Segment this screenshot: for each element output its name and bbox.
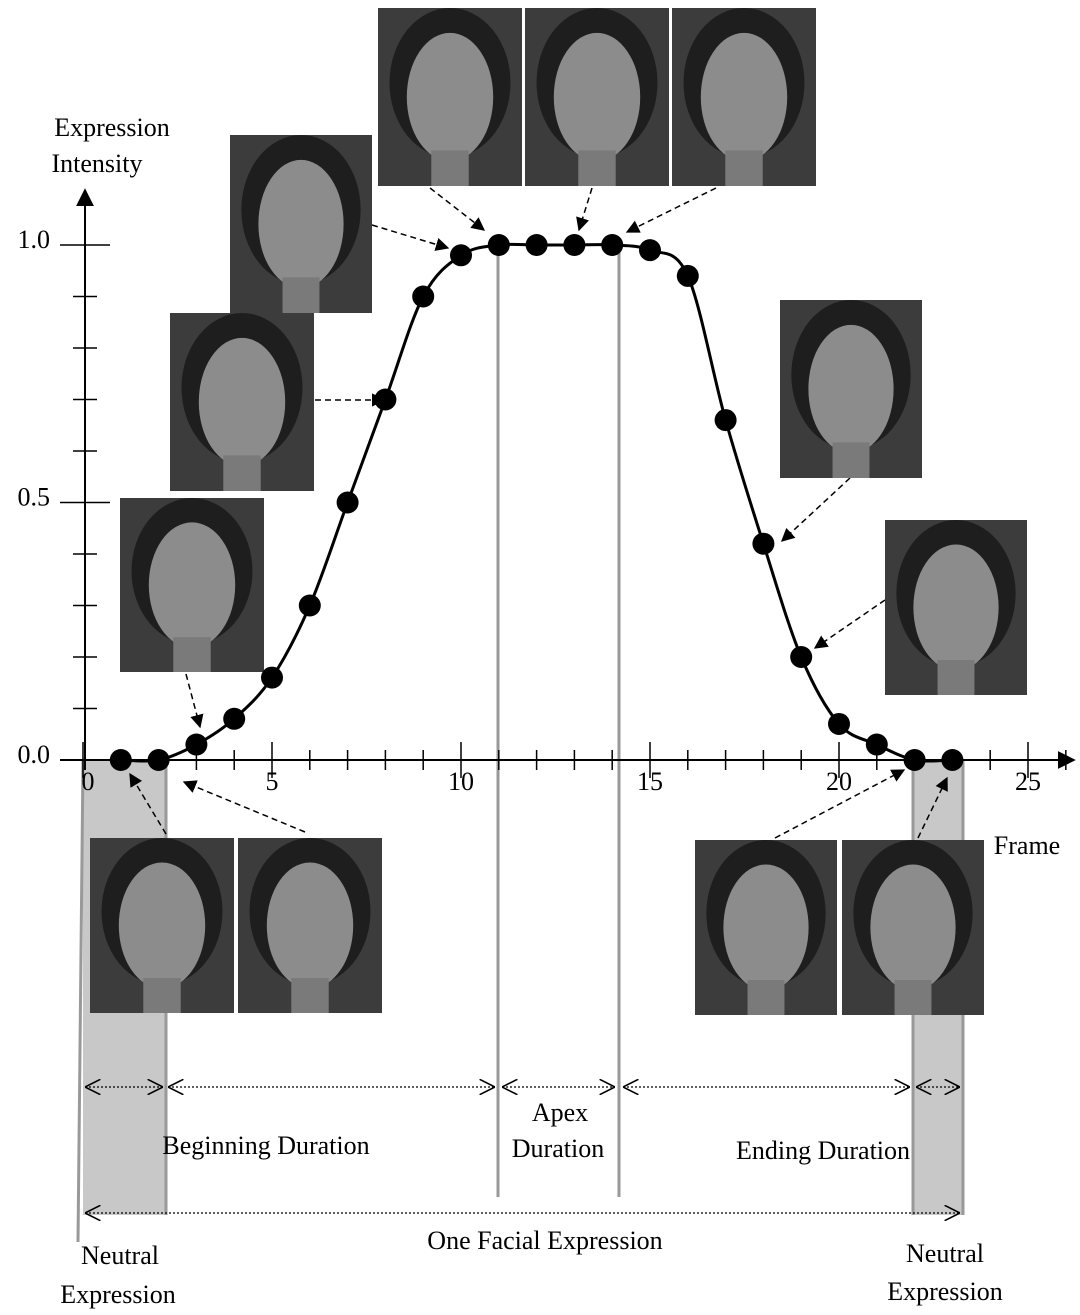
annotation: Neutral: [81, 1241, 159, 1270]
face-image: [230, 135, 372, 313]
point: [601, 234, 623, 256]
face-images: [90, 8, 1027, 1015]
annotation: Expression: [60, 1280, 176, 1309]
face-image: [695, 840, 837, 1015]
face-image: [238, 838, 382, 1013]
point: [450, 244, 472, 266]
x-tick-label: 0: [82, 767, 95, 796]
y-axis-label: Expression: [54, 113, 170, 142]
annotation: Apex: [532, 1098, 588, 1127]
annotation: Beginning Duration: [162, 1131, 369, 1160]
point: [185, 734, 207, 756]
face: [870, 865, 955, 991]
face-image: [780, 300, 922, 478]
x-tick-label: 10: [448, 767, 474, 796]
face-neck: [173, 637, 210, 672]
face: [554, 33, 640, 161]
point: [639, 239, 661, 261]
point: [941, 749, 963, 771]
point: [223, 708, 245, 730]
point: [412, 286, 434, 308]
face-neck: [578, 150, 615, 186]
point: [526, 234, 548, 256]
x-axis-label: Frame: [994, 831, 1060, 860]
face-image: [120, 498, 264, 672]
y-axis-label: Intensity: [52, 149, 143, 178]
boundary-line: [78, 760, 83, 1242]
point: [904, 749, 926, 771]
point: [337, 492, 359, 514]
face: [808, 325, 893, 453]
point: [374, 389, 396, 411]
x-tick-label: 15: [637, 767, 663, 796]
y-tick-label: 0.5: [18, 482, 51, 511]
face-neck: [725, 150, 762, 186]
face-neck: [833, 442, 870, 478]
face-image: [170, 313, 314, 491]
y-tick-label: 1.0: [18, 225, 51, 254]
point: [299, 595, 321, 617]
annotation: Neutral: [906, 1239, 984, 1268]
face-image: [842, 840, 984, 1015]
face-neck: [143, 978, 180, 1013]
face-image: [672, 8, 816, 186]
point: [866, 734, 888, 756]
x-tick-label: 5: [266, 767, 279, 796]
face-neck: [431, 150, 468, 186]
point: [563, 234, 585, 256]
face-neck: [223, 455, 260, 491]
x-tick-label: 20: [826, 767, 852, 796]
face: [723, 865, 808, 991]
point: [790, 646, 812, 668]
annotation: Duration: [512, 1134, 604, 1163]
face-neck: [291, 978, 328, 1013]
face-neck: [938, 660, 975, 695]
x-tick-label: 25: [1015, 767, 1041, 796]
face: [149, 522, 235, 647]
point: [110, 749, 132, 771]
face-neck: [283, 277, 320, 313]
face-image: [90, 838, 234, 1013]
y-tick-label: 0.0: [18, 740, 51, 769]
point: [752, 533, 774, 555]
face: [701, 33, 787, 161]
annotation: One Facial Expression: [427, 1226, 662, 1255]
annotation: Ending Duration: [736, 1136, 910, 1165]
face: [913, 545, 998, 671]
point: [677, 265, 699, 287]
annotation: Expression: [887, 1277, 1003, 1306]
face-image: [525, 8, 669, 186]
face: [258, 160, 343, 288]
point: [148, 749, 170, 771]
face-image: [378, 8, 522, 186]
face-neck: [895, 980, 932, 1015]
face: [119, 863, 205, 989]
point: [488, 234, 510, 256]
point: [715, 409, 737, 431]
face-image: [885, 520, 1027, 695]
point: [261, 667, 283, 689]
face: [267, 863, 353, 989]
face: [407, 33, 493, 161]
point: [828, 713, 850, 735]
face-neck: [748, 980, 785, 1015]
chart: Expression Intensity Frame Beginning Dur…: [0, 0, 1080, 1315]
face: [199, 338, 285, 466]
